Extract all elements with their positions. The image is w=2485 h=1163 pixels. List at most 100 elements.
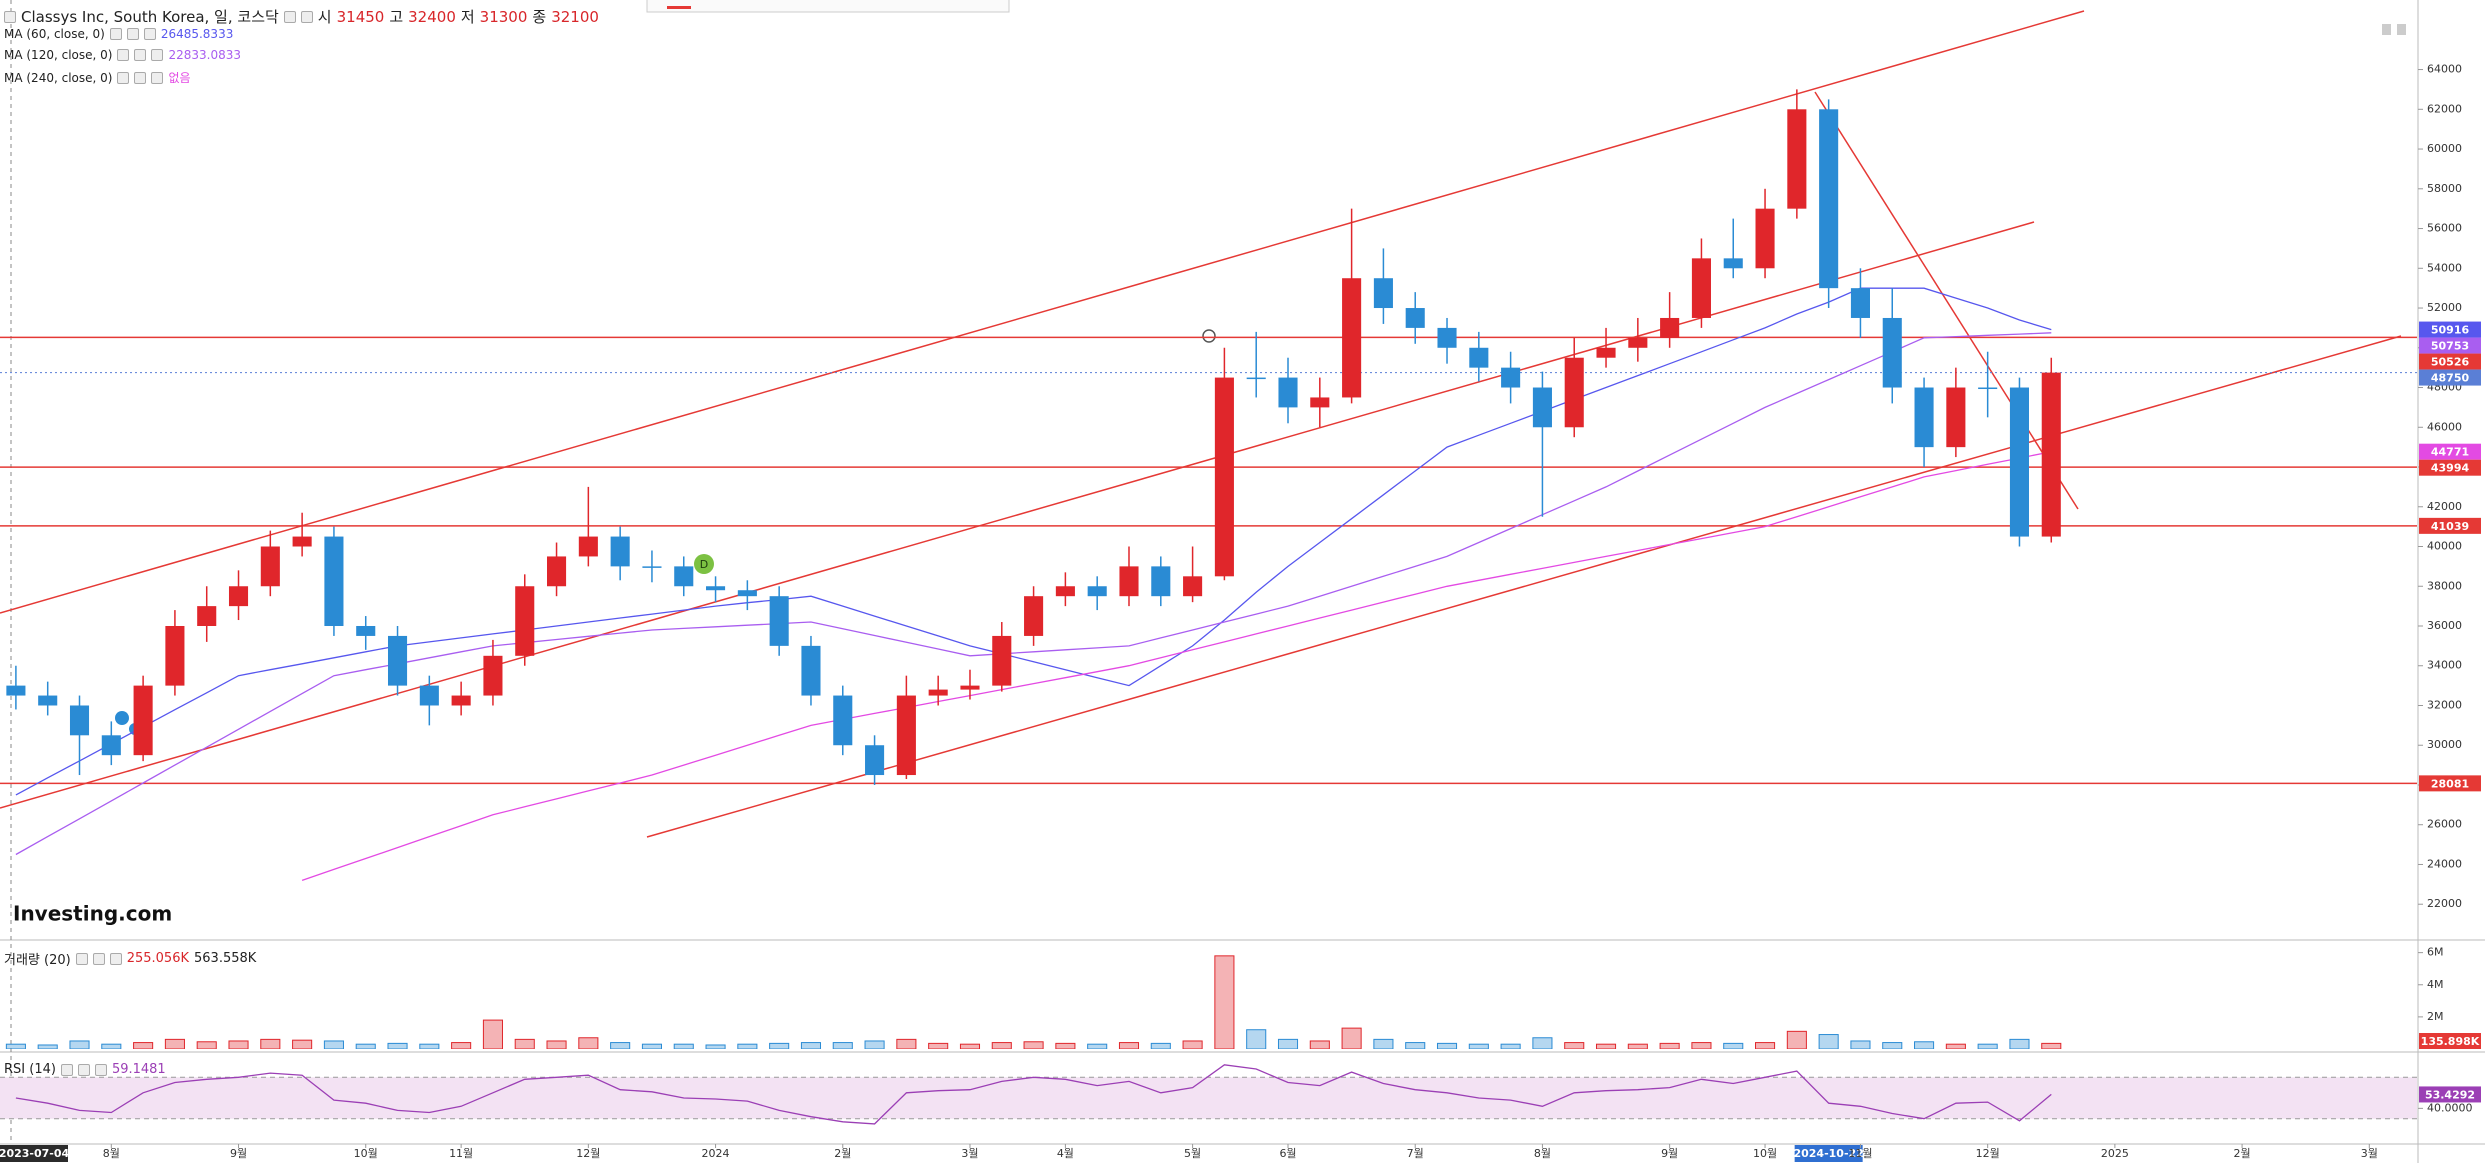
candle-body xyxy=(133,685,153,756)
candle-body xyxy=(1469,347,1489,368)
header: Classys Inc, South Korea, 일, 코스닥 시 31450 … xyxy=(4,6,599,27)
ohlc-label: 종 xyxy=(532,8,547,26)
candle-body xyxy=(419,685,439,706)
icon[interactable] xyxy=(134,49,147,61)
icon[interactable] xyxy=(300,10,313,23)
candle-body xyxy=(1564,357,1584,428)
volume-bar xyxy=(1182,1040,1203,1049)
candle-body xyxy=(1183,576,1203,597)
price-tag xyxy=(2419,353,2481,370)
pane-button[interactable] xyxy=(2397,24,2406,35)
icon[interactable] xyxy=(77,1063,90,1076)
pane-button[interactable] xyxy=(2382,24,2391,35)
candle-body xyxy=(1278,377,1298,408)
volume-bar xyxy=(1691,1042,1712,1049)
candle-body xyxy=(1914,387,1934,448)
pane xyxy=(0,1064,2417,1125)
x-tick-label: 10월 xyxy=(1753,1147,1777,1160)
icon[interactable] xyxy=(143,28,156,40)
candle-body xyxy=(801,645,821,696)
y-tick-label: 32000 xyxy=(2427,698,2462,711)
ohlc-label: 시 xyxy=(317,8,332,26)
candle-body xyxy=(387,635,408,686)
legend-name: MA (60, close, 0) xyxy=(4,27,105,41)
candle-body xyxy=(1024,596,1044,636)
event-marker[interactable] xyxy=(694,554,714,574)
price-tag-label: 50526 xyxy=(2431,356,2470,369)
icon[interactable] xyxy=(109,952,122,965)
y-tick-label: 2M xyxy=(2427,1010,2444,1023)
volume-bar xyxy=(355,1043,376,1049)
volume-bar xyxy=(1755,1042,1776,1049)
trendline xyxy=(646,335,2402,838)
icon[interactable] xyxy=(117,71,130,84)
volume-bar xyxy=(578,1037,599,1049)
y-tick-label: 46000 xyxy=(2427,420,2462,433)
icon[interactable] xyxy=(134,71,147,84)
candle-body xyxy=(1882,317,1902,388)
moving-average xyxy=(15,287,2052,796)
icon[interactable] xyxy=(151,71,164,84)
trendline xyxy=(0,221,2035,809)
pane xyxy=(0,89,2417,882)
candle-body xyxy=(992,635,1012,686)
y-tick-label: 4M xyxy=(2427,978,2444,991)
y-tick-label: 58000 xyxy=(2427,182,2462,195)
y-tick-label: 30000 xyxy=(2427,738,2462,751)
candle-body xyxy=(6,685,26,696)
price-tag xyxy=(2419,775,2481,792)
volume-bar xyxy=(1087,1043,1108,1049)
x-tick-label: 9월 xyxy=(1661,1147,1678,1160)
icon[interactable] xyxy=(94,1063,107,1076)
volume-bar xyxy=(419,1043,440,1049)
icon[interactable] xyxy=(75,952,88,965)
icon[interactable] xyxy=(126,28,139,40)
icon[interactable] xyxy=(151,49,164,61)
icon[interactable] xyxy=(117,49,130,61)
candle-body xyxy=(578,536,598,557)
y-tick-label: 26000 xyxy=(2427,818,2462,831)
x-tick-label: 8월 xyxy=(1534,1147,1551,1160)
candle-body xyxy=(1214,377,1234,577)
price-tag-label: 43994 xyxy=(2431,462,2470,475)
rsi-title: RSI (14) xyxy=(4,1062,56,1077)
toolbar[interactable] xyxy=(646,0,1010,13)
icon[interactable] xyxy=(283,10,296,23)
candle-body xyxy=(833,695,853,746)
y-tick-label: 34000 xyxy=(2427,659,2462,672)
candle-body xyxy=(865,745,885,776)
icon[interactable] xyxy=(4,10,16,23)
price-tag xyxy=(2419,321,2481,338)
ohlc-value: 32100 xyxy=(551,7,599,26)
price-tag-label: 28081 xyxy=(2431,777,2469,790)
volume-bar xyxy=(1436,1042,1458,1049)
volume-bar xyxy=(1532,1037,1553,1049)
ohlc-value: 31450 xyxy=(336,7,385,26)
candle-body xyxy=(1342,278,1362,398)
event-marker[interactable] xyxy=(115,711,129,725)
candle-body xyxy=(1501,367,1521,388)
volume-bar xyxy=(1309,1040,1330,1049)
x-tick-label: 12월 xyxy=(576,1147,600,1160)
volume-bar xyxy=(1627,1043,1648,1049)
x-tick-label: 11월 xyxy=(449,1147,473,1160)
toolbar-color[interactable] xyxy=(667,6,691,9)
anchor-point[interactable] xyxy=(1202,329,1216,343)
volume-bar xyxy=(37,1044,58,1049)
candle-body xyxy=(1151,566,1171,597)
candle-body xyxy=(674,566,694,587)
volume-bar xyxy=(673,1043,694,1049)
price-tag-label: 41039 xyxy=(2431,520,2469,533)
y-tick-label: 38000 xyxy=(2427,579,2462,592)
x-tick-label: 11월 xyxy=(1848,1147,1872,1160)
icon[interactable] xyxy=(109,28,122,40)
volume-bar xyxy=(769,1042,790,1049)
x-tick-label: 5월 xyxy=(1184,1147,1201,1160)
legend-entry: MA (240, close, 0) 없음 xyxy=(4,69,191,86)
ohlc-label: 저 xyxy=(460,8,475,26)
icon[interactable] xyxy=(60,1063,73,1076)
icon[interactable] xyxy=(92,952,105,965)
candle-body xyxy=(2041,372,2061,537)
legend-value: 26485.8333 xyxy=(160,27,234,41)
